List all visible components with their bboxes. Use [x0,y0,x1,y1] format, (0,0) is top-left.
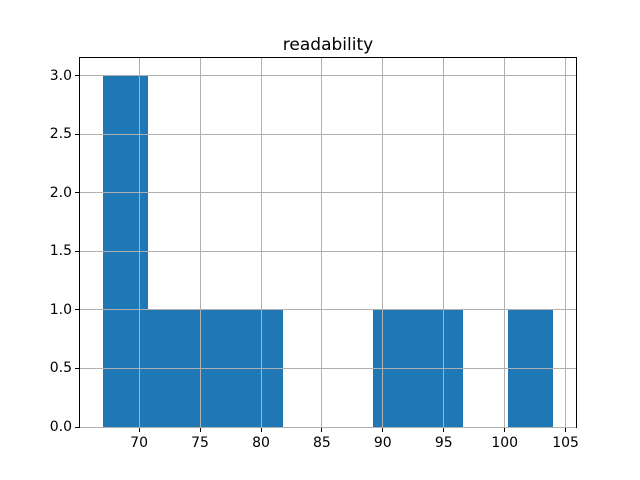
x-gridline [382,58,384,427]
y-gridline [80,309,576,311]
x-tick-mark [260,428,262,432]
x-tick-mark [321,428,323,432]
y-tick-mark [75,309,79,311]
x-gridline [565,58,567,427]
x-tick-mark [382,428,384,432]
y-tick-label: 2.5 [49,126,72,143]
x-tick-label: 70 [130,435,148,451]
x-gridline [199,58,201,427]
y-gridline [80,75,576,77]
y-tick-mark [75,192,79,194]
y-tick-mark [75,426,79,428]
x-tick-label: 100 [491,435,519,451]
y-tick-label: 3.0 [49,67,72,84]
x-gridline [260,58,262,427]
x-tick-label: 85 [312,435,331,451]
x-gridline [504,58,506,427]
x-gridline [321,58,323,427]
x-tick-label: 95 [434,435,453,451]
plot-area [80,58,576,428]
y-tick-label: 0.0 [49,419,72,435]
y-gridline [80,192,576,194]
x-tick-label: 105 [552,435,579,451]
y-tick-mark [75,367,79,369]
x-tick-mark [565,428,567,432]
axes-frame [79,57,577,428]
y-gridline [80,367,576,369]
y-gridline [80,426,576,428]
y-tick-label: 1.5 [49,243,72,260]
y-tick-mark [75,250,79,252]
x-tick-mark [199,428,201,432]
y-tick-mark [75,75,79,77]
x-tick-mark [138,428,140,432]
x-tick-label: 90 [373,435,392,451]
y-gridline [80,250,576,252]
y-tick-label: 2.0 [49,184,72,201]
x-tick-label: 75 [191,435,209,451]
x-gridline [443,58,445,427]
y-tick-mark [75,133,79,135]
x-gridline [138,58,140,427]
chart-title: readability [282,35,374,55]
x-tick-label: 80 [252,435,270,451]
x-tick-mark [443,428,445,432]
y-gridline [80,133,576,135]
y-tick-label: 1.0 [49,301,72,318]
y-tick-label: 0.5 [49,360,72,377]
x-tick-mark [504,428,506,432]
